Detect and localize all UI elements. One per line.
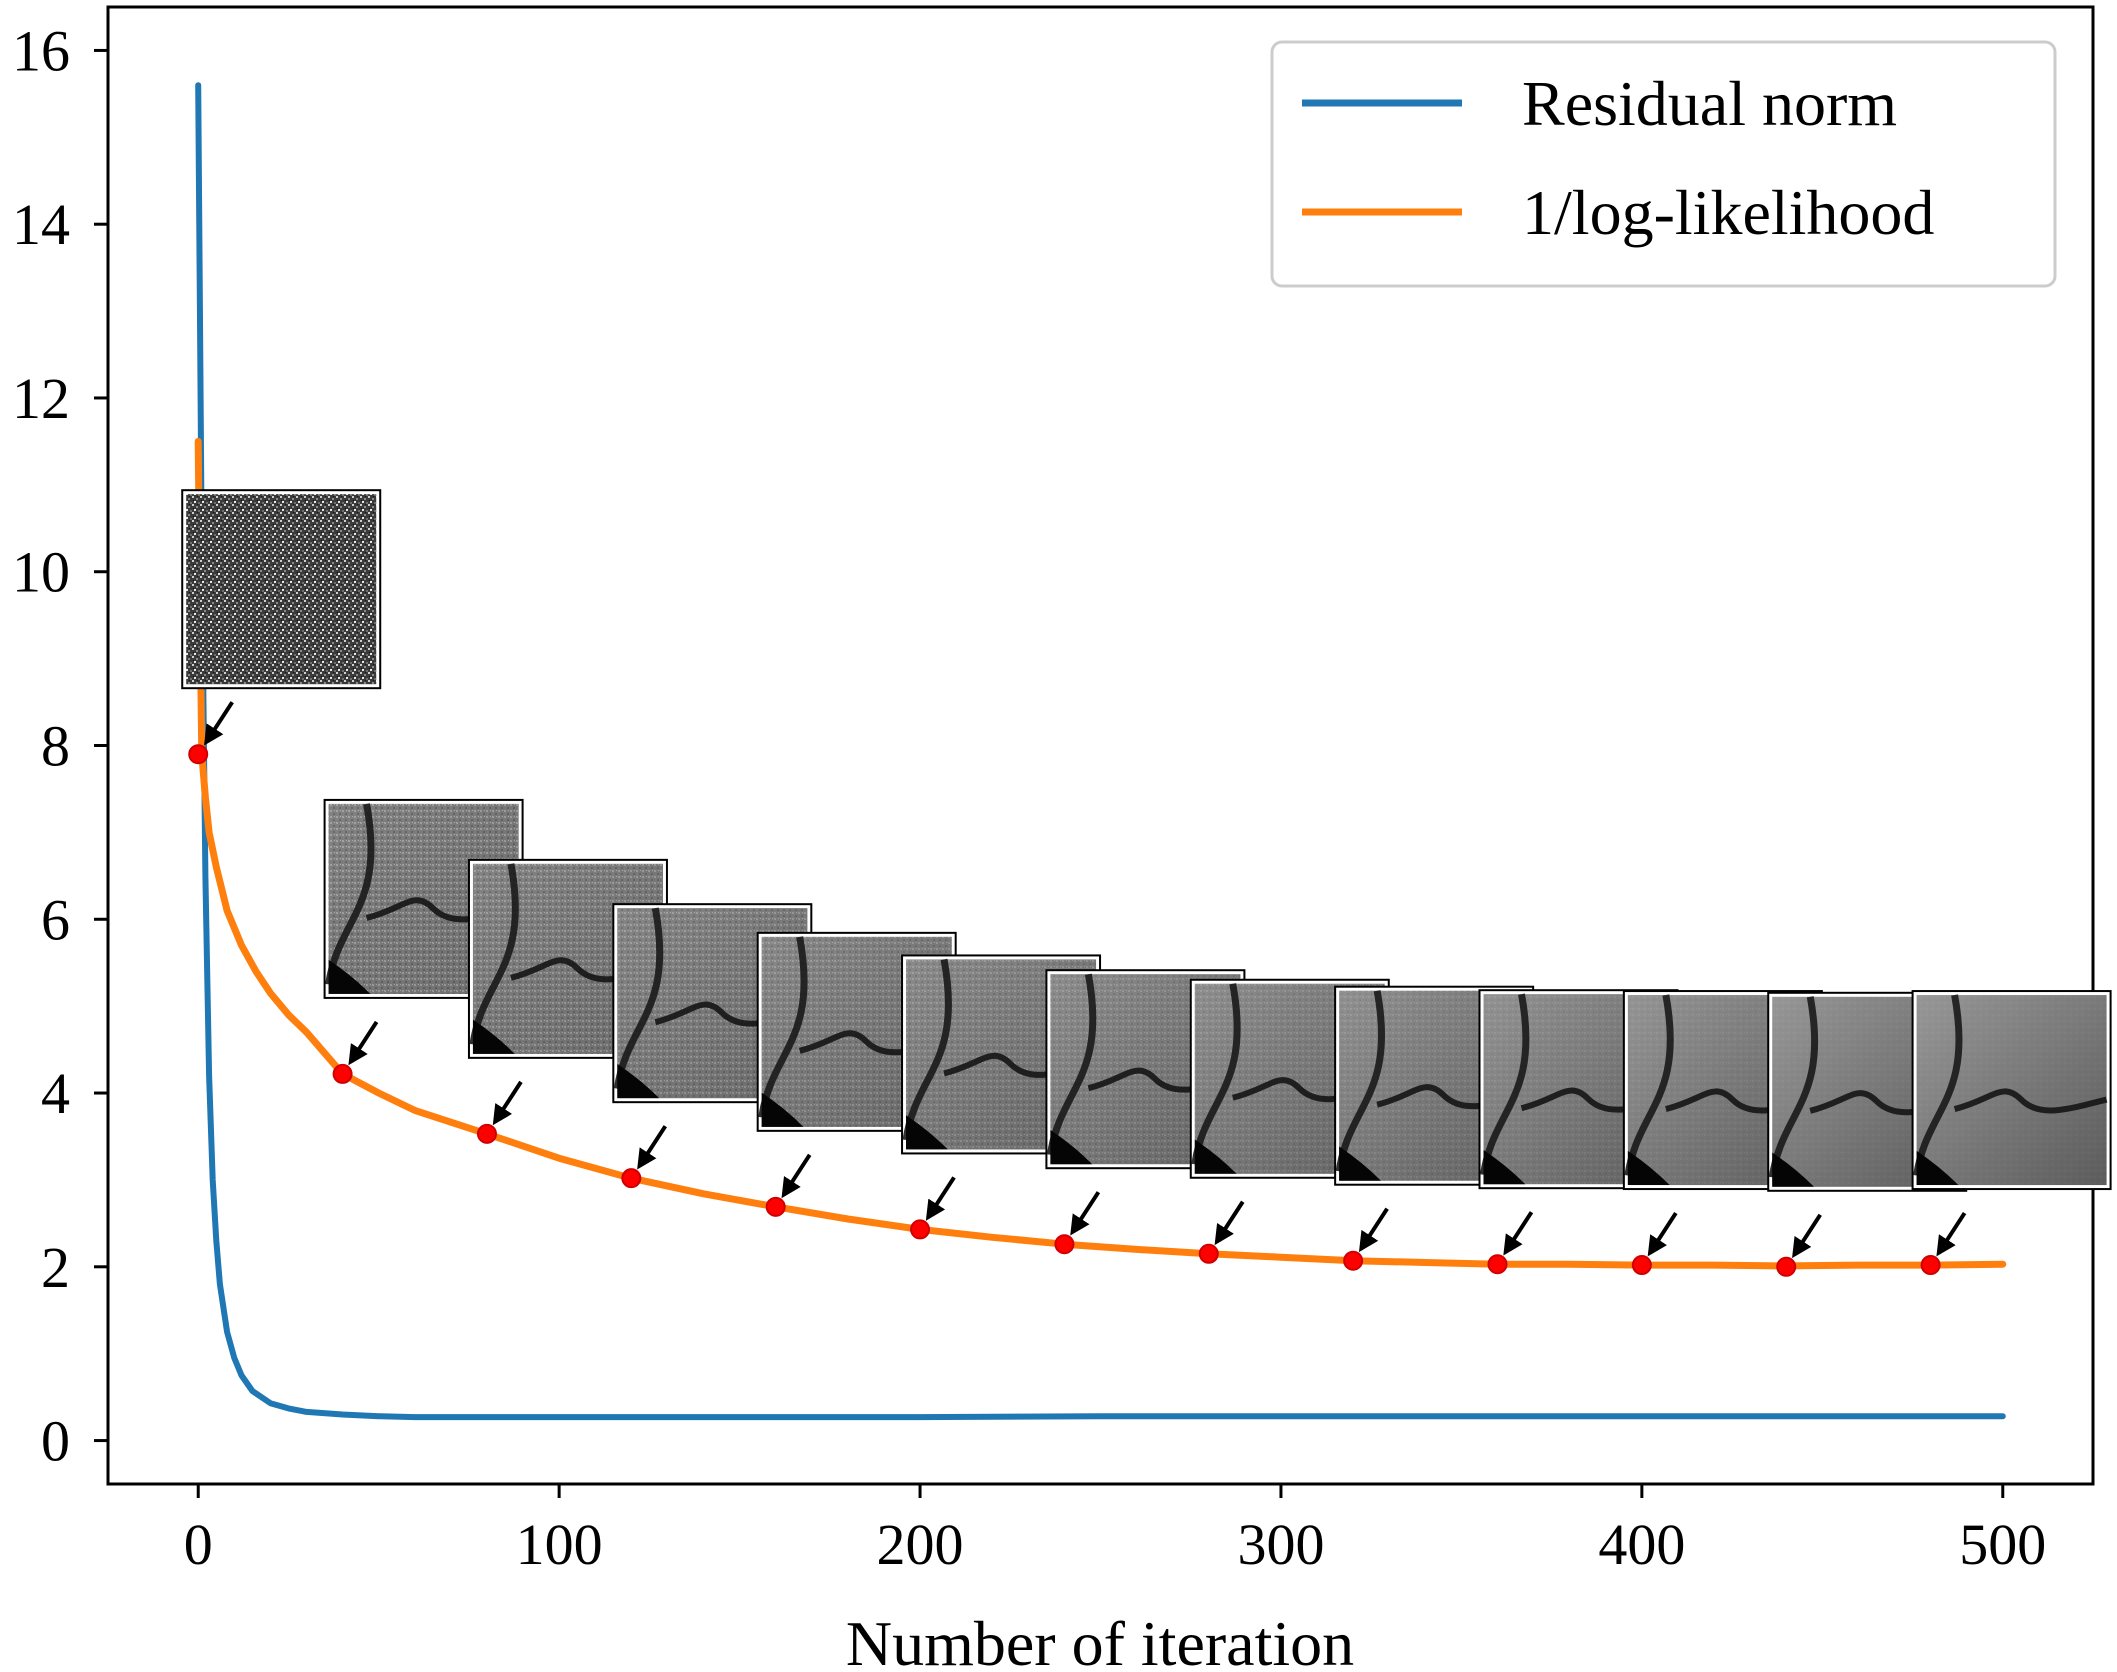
y-tick-label: 2 <box>41 1235 70 1300</box>
x-axis-ticks: 0 100 200 300 400 500 <box>184 1484 2046 1577</box>
iteration-marker <box>1487 1254 1508 1275</box>
y-tick-label: 0 <box>41 1409 70 1474</box>
legend-label-residual-norm: Residual norm <box>1522 68 1897 139</box>
iteration-marker <box>188 744 209 765</box>
x-tick-label: 500 <box>1959 1512 2046 1577</box>
series-line-log-likelihood <box>194 437 2007 1270</box>
marker-arrow <box>1936 1211 1967 1257</box>
marker-arrow <box>1503 1211 1534 1256</box>
y-tick-label: 16 <box>12 18 70 83</box>
series-line-residual-norm <box>195 82 2006 1421</box>
x-tick-label: 200 <box>877 1512 964 1577</box>
legend: Residual norm 1/log-likelihood <box>1270 40 2057 288</box>
x-tick-label: 0 <box>184 1512 213 1577</box>
iteration-marker <box>910 1219 931 1240</box>
legend-label-log-likelihood: 1/log-likelihood <box>1522 177 1934 248</box>
marked-iterations <box>188 744 1941 1277</box>
y-axis-ticks: 0 2 4 6 8 10 12 14 16 <box>12 18 108 1474</box>
legend-box <box>1270 40 2057 288</box>
iteration-marker <box>1920 1255 1941 1276</box>
iteration-marker <box>332 1063 353 1084</box>
y-tick-label: 8 <box>41 714 70 779</box>
iteration-marker <box>765 1196 786 1217</box>
marker-arrows <box>204 701 1967 1259</box>
iteration-marker <box>1631 1255 1652 1276</box>
marker-arrow <box>1214 1200 1245 1246</box>
y-tick-label: 12 <box>12 366 70 431</box>
marker-arrow <box>204 701 234 746</box>
y-tick-label: 10 <box>12 540 70 605</box>
iteration-marker <box>1343 1250 1364 1271</box>
mri-thumbnail <box>181 489 382 690</box>
y-tick-label: 4 <box>41 1061 70 1126</box>
marker-arrow <box>1358 1207 1389 1253</box>
x-tick-label: 400 <box>1598 1512 1685 1577</box>
iteration-marker <box>476 1123 497 1144</box>
iteration-marker <box>621 1168 642 1189</box>
marker-arrow <box>348 1020 379 1066</box>
y-tick-label: 6 <box>41 887 70 952</box>
mri-thumbnails <box>181 489 2112 1192</box>
marker-arrow <box>781 1153 812 1199</box>
x-tick-label: 100 <box>516 1512 603 1577</box>
iteration-marker <box>1054 1234 1075 1255</box>
series-layer <box>194 82 2007 1421</box>
iteration-marker <box>1776 1256 1797 1277</box>
marker-arrow <box>637 1125 667 1170</box>
x-tick-label: 300 <box>1237 1512 1324 1577</box>
x-axis-label: Number of iteration <box>846 1608 1354 1672</box>
mri-thumbnail <box>1911 990 2112 1191</box>
marker-arrow <box>492 1080 523 1126</box>
iteration-marker <box>1198 1243 1219 1264</box>
marker-arrow <box>925 1176 956 1221</box>
y-tick-label: 14 <box>12 192 70 257</box>
marker-arrow <box>1070 1191 1101 1236</box>
marker-arrow <box>1647 1211 1678 1257</box>
marker-arrow <box>1792 1213 1822 1259</box>
